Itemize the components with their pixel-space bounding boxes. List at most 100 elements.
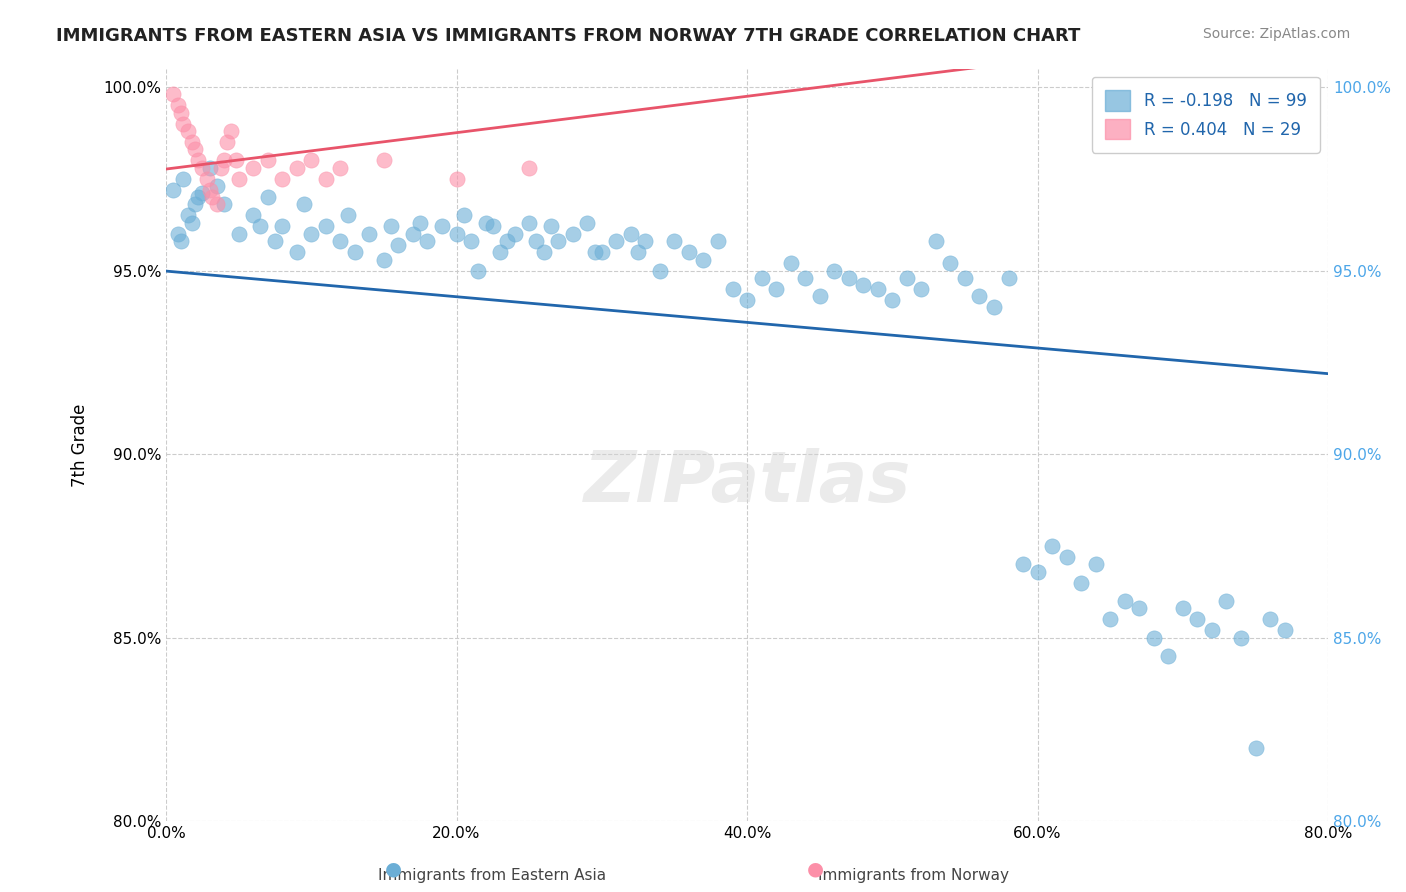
Point (1084, 558, 1107, 572)
Point (751, 271, 773, 285)
Point (387, 237, 409, 252)
Point (205, 179, 228, 194)
Point (256, 190, 278, 204)
Point (1201, 624, 1223, 638)
Text: Source: ZipAtlas.com: Source: ZipAtlas.com (1202, 27, 1350, 41)
Point (1171, 601, 1194, 615)
Point (983, 300, 1005, 314)
Point (172, 171, 194, 186)
Point (228, 171, 250, 186)
Text: ●: ● (385, 860, 402, 879)
Point (380, 219, 402, 234)
Point (162, 87, 184, 102)
Point (329, 234, 352, 248)
Point (1157, 649, 1180, 664)
Point (249, 219, 271, 234)
Point (583, 245, 606, 260)
Point (1143, 631, 1166, 645)
Y-axis label: 7th Grade: 7th Grade (72, 403, 89, 487)
Point (1274, 624, 1296, 638)
Point (620, 227, 643, 241)
Point (779, 256, 801, 270)
Point (299, 153, 322, 168)
Point (517, 216, 540, 230)
Point (1230, 631, 1253, 645)
Point (166, 98, 188, 112)
Point (910, 282, 932, 296)
Point (359, 227, 381, 241)
Point (735, 293, 758, 307)
Point (209, 161, 232, 175)
Legend: R = -0.198   N = 99, R = 0.404   N = 29: R = -0.198 N = 99, R = 0.404 N = 29 (1092, 77, 1320, 153)
Point (329, 161, 352, 175)
Point (285, 245, 308, 260)
Point (969, 289, 991, 303)
Point (533, 245, 555, 260)
Point (299, 227, 322, 241)
Point (1128, 601, 1150, 615)
Point (195, 171, 218, 186)
Point (191, 186, 214, 201)
Point (547, 234, 569, 248)
Point (315, 219, 337, 234)
Point (997, 271, 1019, 285)
Point (939, 256, 962, 270)
Point (184, 142, 207, 156)
Point (191, 161, 214, 175)
Point (823, 263, 845, 277)
Point (215, 135, 238, 149)
Point (808, 289, 831, 303)
Point (576, 216, 599, 230)
Point (866, 282, 889, 296)
Point (467, 263, 489, 277)
Text: Immigrants from Eastern Asia: Immigrants from Eastern Asia (378, 868, 606, 883)
Point (1244, 741, 1267, 756)
Point (242, 161, 264, 175)
Point (228, 227, 250, 241)
Point (166, 227, 188, 241)
Point (198, 161, 221, 175)
Point (169, 234, 191, 248)
Point (503, 227, 526, 241)
Point (162, 183, 184, 197)
Point (409, 216, 432, 230)
Point (271, 219, 294, 234)
Point (256, 153, 278, 168)
Point (225, 153, 247, 168)
Point (517, 161, 540, 175)
Point (343, 245, 366, 260)
Point (1187, 612, 1209, 626)
Point (1056, 549, 1078, 564)
Text: ●: ● (807, 860, 824, 879)
Text: Immigrants from Norway: Immigrants from Norway (818, 868, 1010, 883)
Point (496, 234, 519, 248)
Point (721, 282, 744, 296)
Point (634, 234, 657, 248)
Point (187, 190, 209, 204)
Point (169, 105, 191, 120)
Point (664, 234, 686, 248)
Point (526, 234, 548, 248)
Point (1258, 612, 1281, 626)
Point (953, 271, 976, 285)
Point (205, 197, 228, 211)
Point (482, 219, 505, 234)
Point (336, 209, 359, 223)
Point (1099, 612, 1122, 626)
Point (416, 234, 439, 248)
Point (177, 209, 200, 223)
Point (882, 293, 904, 307)
Point (1012, 558, 1035, 572)
Point (852, 278, 875, 293)
Point (838, 271, 860, 285)
Point (212, 153, 235, 168)
Point (181, 135, 204, 149)
Point (707, 234, 730, 248)
Point (264, 234, 287, 248)
Point (489, 245, 512, 260)
Point (201, 190, 224, 204)
Point (1215, 594, 1237, 608)
Point (221, 124, 243, 138)
Point (285, 161, 308, 175)
Point (212, 197, 235, 211)
